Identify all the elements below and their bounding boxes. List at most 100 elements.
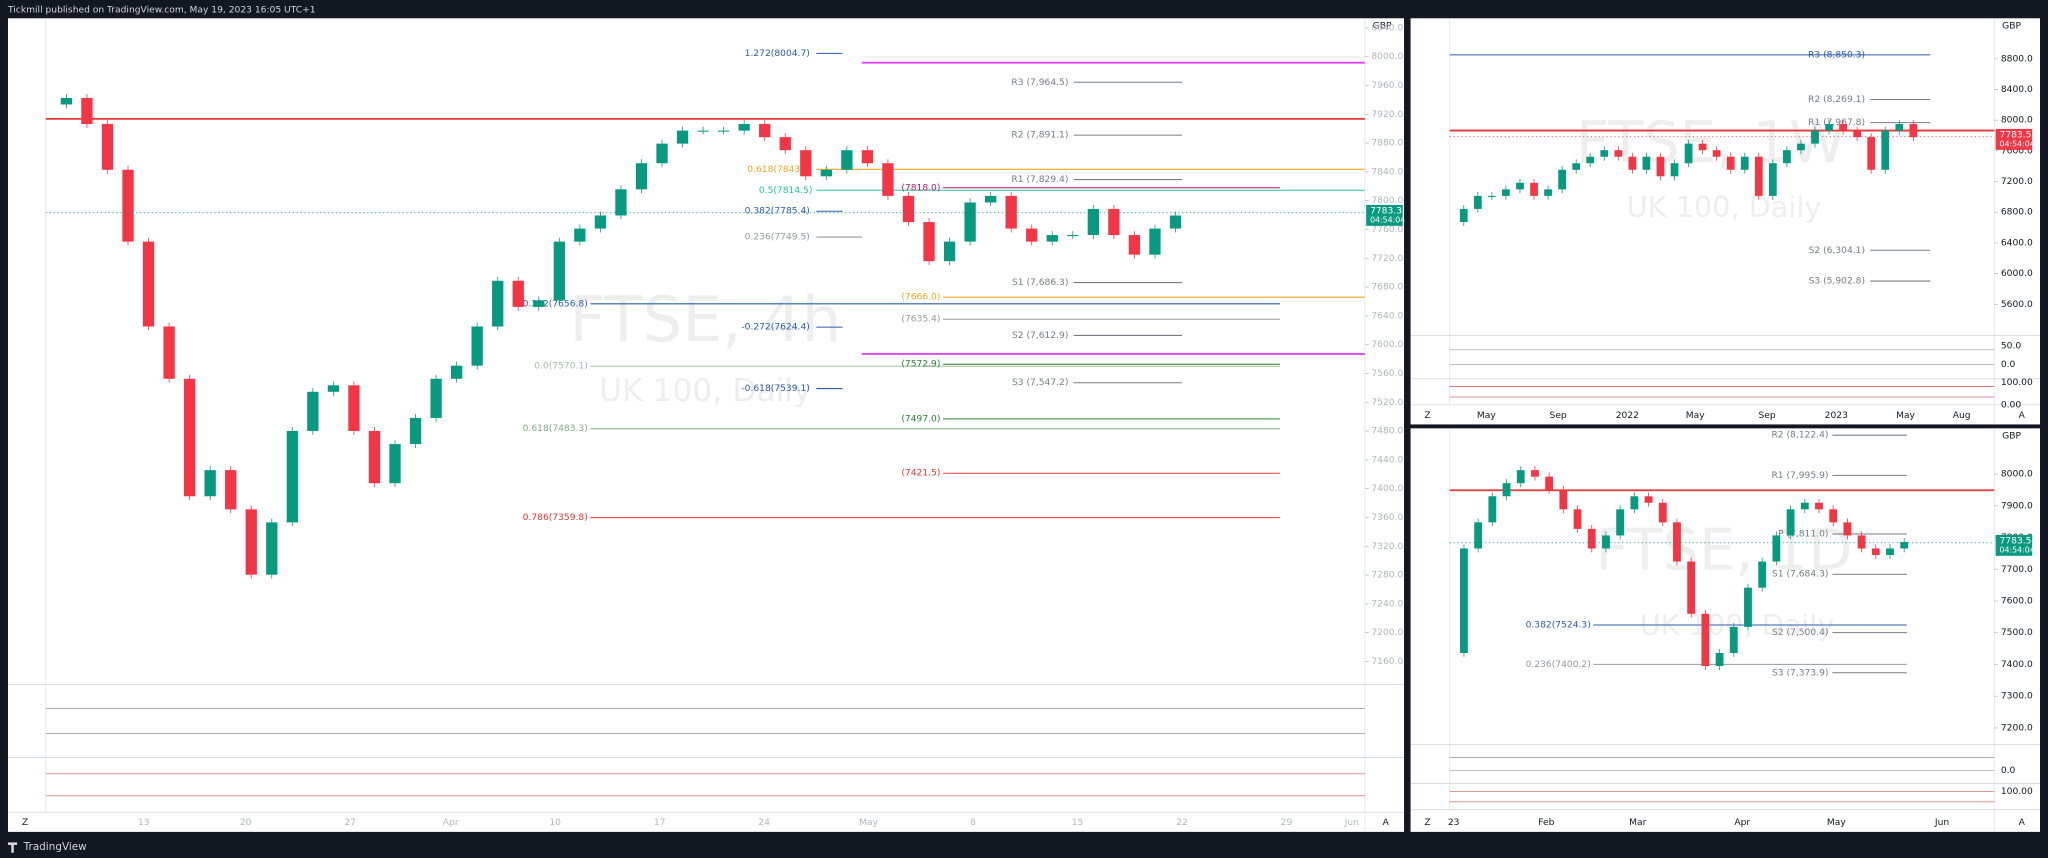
y-tick-label: 8000.0 [1371, 52, 1403, 62]
candle-body [1586, 156, 1595, 164]
y-tick-label: 6800.0 [2001, 208, 2033, 218]
zoom-button[interactable]: Z [22, 818, 28, 828]
y-tick-label: 7680.0 [1371, 283, 1403, 293]
candle-body [450, 365, 463, 379]
candle-body [1516, 182, 1524, 190]
candle-body [1783, 150, 1791, 164]
candle-body [882, 163, 894, 196]
candle-body [1502, 189, 1510, 196]
y-tick-label: 7300.0 [2001, 692, 2033, 702]
candle-body [1530, 182, 1538, 196]
watermark: FTSE, 1D [1595, 516, 1852, 583]
candle-body [307, 391, 319, 431]
last-price-tag [1366, 204, 1403, 226]
candle-body [574, 228, 586, 242]
level-label: 1.272(8004.7) [745, 49, 810, 59]
candle-body [1895, 124, 1904, 131]
countdown: 04:54:04 [2000, 545, 2035, 554]
candle-body [964, 202, 976, 242]
candle-body [245, 509, 257, 575]
level-label: 0.236(7400.2) [1526, 660, 1591, 670]
level-label: S3 (5,902.8) [1809, 277, 1865, 287]
candle-body [820, 169, 832, 177]
candle-body [1825, 124, 1833, 131]
auto-button[interactable]: A [1383, 818, 1390, 828]
publisher-line: Tickmill published on TradingView.com, M… [7, 5, 316, 15]
candle-body [183, 378, 196, 497]
level-label: S2 (7,500.4) [1772, 628, 1828, 638]
candle-body [1502, 483, 1511, 497]
y-tick-label: 7400.0 [1371, 484, 1403, 494]
candle-body [943, 241, 956, 262]
watermark-subtitle: UK 100, Daily [1627, 190, 1822, 224]
candle-body [1128, 235, 1141, 255]
oscillator-label: 0.00 [2001, 400, 2022, 410]
candle-body [717, 130, 730, 132]
candle-body [1786, 509, 1795, 536]
level-label: R3 (8,850.3) [1808, 50, 1865, 60]
auto-button[interactable]: A [2019, 818, 2026, 828]
candle-body [1768, 163, 1777, 196]
candle-body [533, 300, 545, 307]
y-tick-label: 7700.0 [2001, 565, 2033, 575]
candle-body [1687, 561, 1696, 614]
level-label: (7572.9) [901, 360, 940, 370]
time-label: May [1477, 411, 1496, 421]
candle-body [1900, 541, 1909, 549]
candle-body [389, 444, 401, 484]
y-tick-label: 7960.0 [1371, 81, 1403, 91]
candle-body [286, 430, 298, 523]
time-label: May [1896, 411, 1915, 421]
candle-body [430, 378, 442, 418]
level-label: -0.618(7539.1) [741, 384, 809, 394]
level-label: (7421.5) [901, 469, 940, 479]
y-tick-label: 7840.0 [1371, 167, 1403, 177]
y-tick-label: 7240.0 [1371, 599, 1403, 609]
time-label: 29 [1281, 818, 1293, 828]
candle-body [615, 189, 627, 216]
candle-body [163, 326, 175, 379]
y-tick-label: 6000.0 [2001, 269, 2033, 279]
y-tick-label: 7640.0 [1371, 311, 1403, 321]
time-label: 17 [654, 818, 666, 828]
candle-body [841, 150, 853, 170]
time-label: Jun [1344, 818, 1359, 828]
candle-body [1573, 509, 1582, 529]
y-tick-label: 7200.0 [2001, 723, 2033, 733]
level-label: (7818.0) [901, 183, 940, 193]
candle-body [1754, 156, 1763, 196]
candle-body [1558, 169, 1566, 190]
y-tick-label: 7520.0 [1371, 398, 1403, 408]
candle-body [902, 195, 915, 223]
level-label: (7666.0) [901, 293, 940, 303]
last-price: 7783.5 [2000, 536, 2032, 546]
candle-body [1839, 124, 1847, 131]
candle-body [1572, 163, 1581, 170]
y-tick-label: 7200.0 [1371, 628, 1403, 638]
level-label: S1 (7,686.3) [1012, 278, 1068, 288]
candle-body [1516, 470, 1525, 484]
level-label: P (7,811.0) [1778, 530, 1828, 540]
auto-button[interactable]: A [2019, 411, 2026, 421]
candle-body [1740, 156, 1749, 170]
candle-body [471, 326, 483, 366]
candle-body [1758, 561, 1767, 588]
y-tick-label: 7200.0 [2001, 177, 2033, 187]
watermark-subtitle: UK 100, Daily [599, 373, 811, 409]
candle-body [779, 137, 791, 151]
candle-body [1829, 509, 1838, 523]
y-tick-label: 7560.0 [1371, 369, 1403, 379]
candle-body [368, 430, 381, 484]
candle-body [1658, 502, 1667, 523]
candle-body [1729, 626, 1738, 653]
candle-body [1871, 548, 1880, 556]
zoom-button[interactable]: Z [1424, 818, 1430, 828]
panel [1410, 428, 2041, 832]
time-label: 8 [970, 818, 976, 828]
zoom-button[interactable]: Z [1424, 411, 1430, 421]
candle-body [1544, 189, 1552, 196]
level-label: R2 (8,122.4) [1771, 431, 1828, 441]
y-tick-label: 8000.0 [2001, 470, 2033, 480]
candle-body [984, 195, 997, 203]
oscillator-label: 0.0 [2001, 360, 2016, 370]
